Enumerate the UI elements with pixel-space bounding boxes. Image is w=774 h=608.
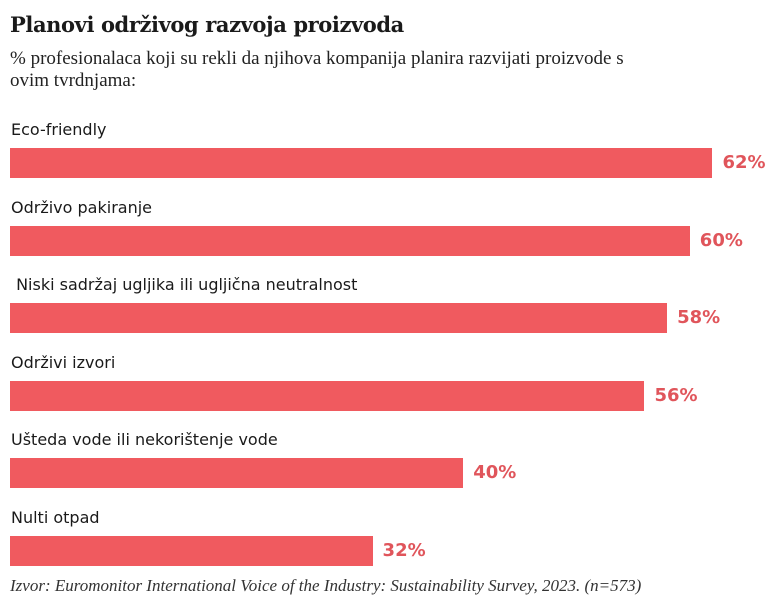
category-label: Održivi izvori xyxy=(11,352,116,372)
chart-subtitle: % profesionalaca koji su rekli da njihov… xyxy=(10,48,624,91)
bar xyxy=(10,536,373,566)
chart-title: Planovi održivog razvoja proizvoda xyxy=(10,12,404,37)
category-label: Eco-friendly xyxy=(11,120,107,139)
bar xyxy=(10,458,464,489)
bar xyxy=(10,303,668,334)
value-label: 40% xyxy=(473,462,517,484)
value-label: 58% xyxy=(677,307,721,329)
category-label: Održivo pakiranje xyxy=(11,197,152,217)
value-label: 32% xyxy=(382,540,426,561)
value-label: 62% xyxy=(722,152,766,173)
source-note: Izvor: Euromonitor International Voice o… xyxy=(10,576,642,595)
category-label: Niski sadržaj ugljika ili ugljična neutr… xyxy=(11,275,358,295)
bar xyxy=(10,225,690,256)
category-label: Nulti otpad xyxy=(11,508,100,527)
value-label: 60% xyxy=(699,229,743,251)
value-label: 56% xyxy=(654,384,698,406)
bar xyxy=(10,148,713,178)
category-label: Ušteda vode ili nekorištenje vode xyxy=(11,430,278,450)
bar xyxy=(10,380,645,411)
